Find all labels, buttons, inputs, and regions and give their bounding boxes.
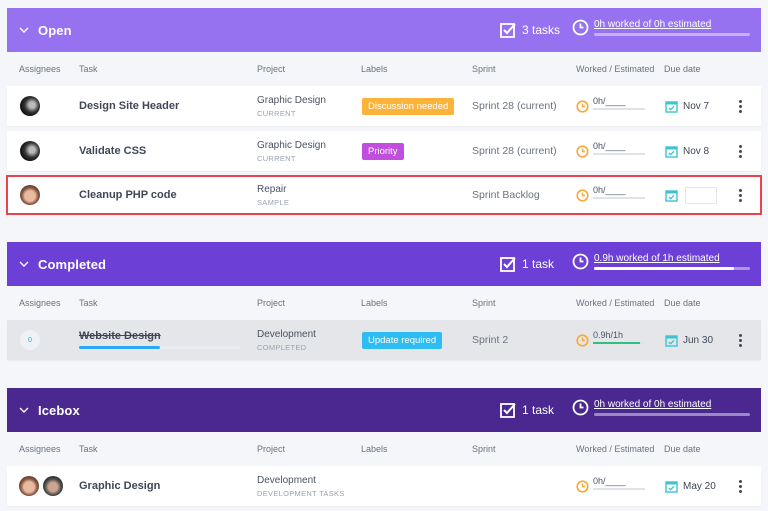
- section-title: Open: [38, 22, 72, 38]
- label-badge[interactable]: Update required: [362, 331, 443, 349]
- section-header-icebox[interactable]: Icebox 1 task 0h worked of 0h estimated: [7, 388, 761, 432]
- hours-summary[interactable]: 0h worked of 0h estimated: [572, 399, 750, 416]
- calendar-icon: [665, 100, 678, 113]
- chevron-down-icon[interactable]: [19, 27, 29, 33]
- more-options-icon[interactable]: [739, 188, 742, 202]
- checkbox-icon: [500, 22, 516, 38]
- label-badge[interactable]: Priority: [362, 142, 404, 160]
- due-date[interactable]: May 20: [665, 466, 716, 506]
- task-name[interactable]: Cleanup PHP code: [79, 189, 177, 201]
- task-progress-bar: [79, 346, 240, 349]
- hours-progress-bar: [594, 267, 750, 270]
- project[interactable]: Repair SAMPLE: [257, 184, 290, 207]
- avatar[interactable]: [20, 185, 40, 205]
- section-title: Icebox: [38, 402, 80, 418]
- clock-icon: [576, 479, 589, 493]
- clock-icon: [576, 144, 589, 158]
- checkbox-icon: [500, 402, 516, 418]
- task-count: 1 task: [500, 256, 554, 273]
- due-date[interactable]: [665, 176, 717, 214]
- worked-estimated[interactable]: 0h/____: [576, 86, 645, 126]
- table-row[interactable]: Validate CSS Graphic Design CURRENT Prior…: [7, 131, 761, 171]
- avatar[interactable]: [19, 476, 39, 496]
- project[interactable]: Development COMPLETED: [257, 329, 316, 352]
- due-date[interactable]: Jun 30: [665, 320, 713, 360]
- chevron-down-icon[interactable]: [19, 261, 29, 267]
- due-date[interactable]: Nov 8: [665, 131, 709, 171]
- column-headers: Assignees Task Project Labels Sprint Wor…: [19, 64, 701, 74]
- clock-icon: [576, 333, 589, 347]
- assignee-count[interactable]: 0: [20, 330, 40, 350]
- clock-icon: [576, 188, 589, 202]
- section-open: Open 3 tasks 0h worked of 0h estimated A…: [6, 8, 762, 219]
- section-icebox: Icebox 1 task 0h worked of 0h estimated …: [7, 388, 761, 511]
- label-badge[interactable]: Discussion needed: [362, 97, 455, 115]
- calendar-icon: [665, 145, 678, 158]
- calendar-icon: [665, 189, 678, 202]
- worked-estimated[interactable]: 0h/____: [576, 466, 645, 506]
- task-name[interactable]: Graphic Design: [79, 480, 161, 492]
- table-row[interactable]: Design Site Header Graphic Design CURRENT…: [7, 86, 761, 126]
- chevron-down-icon[interactable]: [19, 407, 29, 413]
- checkbox-icon: [500, 256, 516, 272]
- task-name[interactable]: Design Site Header: [79, 100, 180, 112]
- worked-estimated[interactable]: 0h/____: [576, 176, 645, 214]
- sprint[interactable]: Sprint Backlog: [472, 189, 540, 201]
- avatar[interactable]: [43, 476, 63, 496]
- task-name[interactable]: Validate CSS: [79, 145, 147, 157]
- project[interactable]: Graphic Design CURRENT: [257, 95, 326, 118]
- section-title: Completed: [38, 256, 107, 272]
- hours-summary[interactable]: 0.9h worked of 1h estimated: [572, 253, 750, 270]
- section-header-open[interactable]: Open 3 tasks 0h worked of 0h estimated: [7, 8, 761, 52]
- due-date[interactable]: Nov 7: [665, 86, 709, 126]
- hours-progress-bar: [594, 33, 750, 36]
- more-options-icon[interactable]: [739, 144, 742, 158]
- sprint[interactable]: Sprint 2: [472, 334, 509, 346]
- more-options-icon[interactable]: [739, 99, 742, 113]
- task-count: 3 tasks: [500, 22, 560, 39]
- due-date-input[interactable]: [685, 186, 717, 204]
- worked-estimated[interactable]: 0.9h/1h: [576, 320, 645, 360]
- table-row[interactable]: 0 Website Design Development COMPLETED Up…: [7, 320, 761, 360]
- table-row[interactable]: Graphic Design Development DEVELOPMENT TA…: [7, 466, 761, 506]
- clock-icon: [572, 253, 589, 270]
- column-headers: Assignees Task Project Labels Sprint Wor…: [19, 444, 701, 454]
- section-header-completed[interactable]: Completed 1 task 0.9h worked of 1h estim…: [7, 242, 761, 286]
- avatar[interactable]: [20, 141, 40, 161]
- avatar[interactable]: [20, 96, 40, 116]
- more-options-icon[interactable]: [739, 479, 742, 493]
- worked-estimated[interactable]: 0h/____: [576, 131, 645, 171]
- clock-icon: [576, 99, 589, 113]
- clock-icon: [572, 19, 589, 36]
- section-completed: Completed 1 task 0.9h worked of 1h estim…: [7, 242, 761, 365]
- table-row-selected[interactable]: Cleanup PHP code Repair SAMPLE Sprint Bac…: [6, 175, 762, 215]
- hours-summary[interactable]: 0h worked of 0h estimated: [572, 19, 750, 36]
- more-options-icon[interactable]: [739, 333, 742, 347]
- calendar-icon: [665, 480, 678, 493]
- hours-progress-bar: [594, 413, 750, 416]
- task-name[interactable]: Website Design: [79, 330, 161, 342]
- sprint[interactable]: Sprint 28 (current): [472, 145, 557, 157]
- column-headers: Assignees Task Project Labels Sprint Wor…: [19, 298, 701, 308]
- clock-icon: [572, 399, 589, 416]
- project[interactable]: Development DEVELOPMENT TASKS: [257, 475, 345, 498]
- sprint[interactable]: Sprint 28 (current): [472, 100, 557, 112]
- project[interactable]: Graphic Design CURRENT: [257, 140, 326, 163]
- calendar-icon: [665, 334, 678, 347]
- task-count: 1 task: [500, 402, 554, 419]
